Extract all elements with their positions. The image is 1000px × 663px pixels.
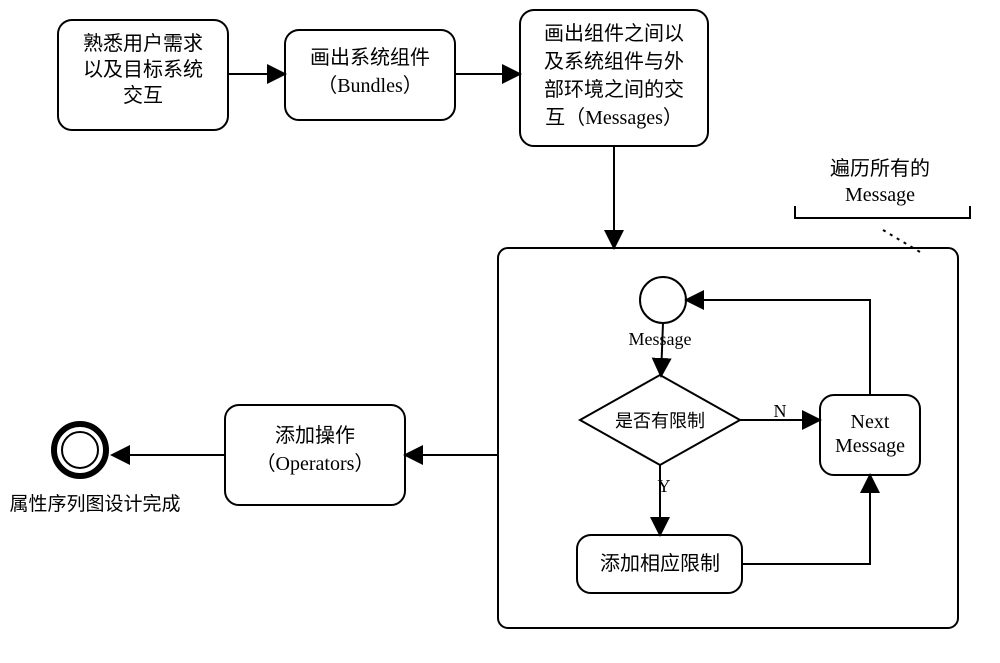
step3-label: 画出组件之间以: [544, 22, 684, 45]
operators-label: 添加操作: [275, 424, 355, 447]
step1-label: 熟悉用户需求: [83, 32, 203, 55]
end-circle-label: 属性序列图设计完成: [9, 493, 180, 515]
annotation-label: Message: [845, 184, 915, 206]
step2-label: 画出系统组件: [310, 46, 430, 69]
decision-no-label: N: [774, 401, 787, 421]
step1-label: 交互: [123, 84, 163, 107]
polyline-next-to-circle: [686, 300, 870, 395]
add_limit-label: 添加相应限制: [600, 552, 720, 575]
next_msg-label: Message: [835, 435, 905, 457]
operators-label: （Operators）: [256, 452, 375, 475]
annotation-bracket: [795, 206, 970, 218]
end-circle-inner: [62, 432, 98, 468]
annotation-label: 遍历所有的: [830, 157, 930, 180]
step2-label: （Bundles）: [317, 74, 423, 97]
step3-label: 互（Messages）: [545, 106, 683, 129]
message-start-label: Message: [629, 329, 692, 349]
step1-label: 以及目标系统: [83, 58, 203, 81]
next_msg-label: Next: [851, 411, 890, 433]
step3-label: 部环境之间的交: [544, 78, 684, 101]
message-start-circle: [640, 277, 686, 323]
polyline-addlimit-to-next: [742, 475, 870, 564]
step3-label: 及系统组件与外: [544, 50, 684, 73]
decision-label: 是否有限制: [615, 411, 705, 431]
